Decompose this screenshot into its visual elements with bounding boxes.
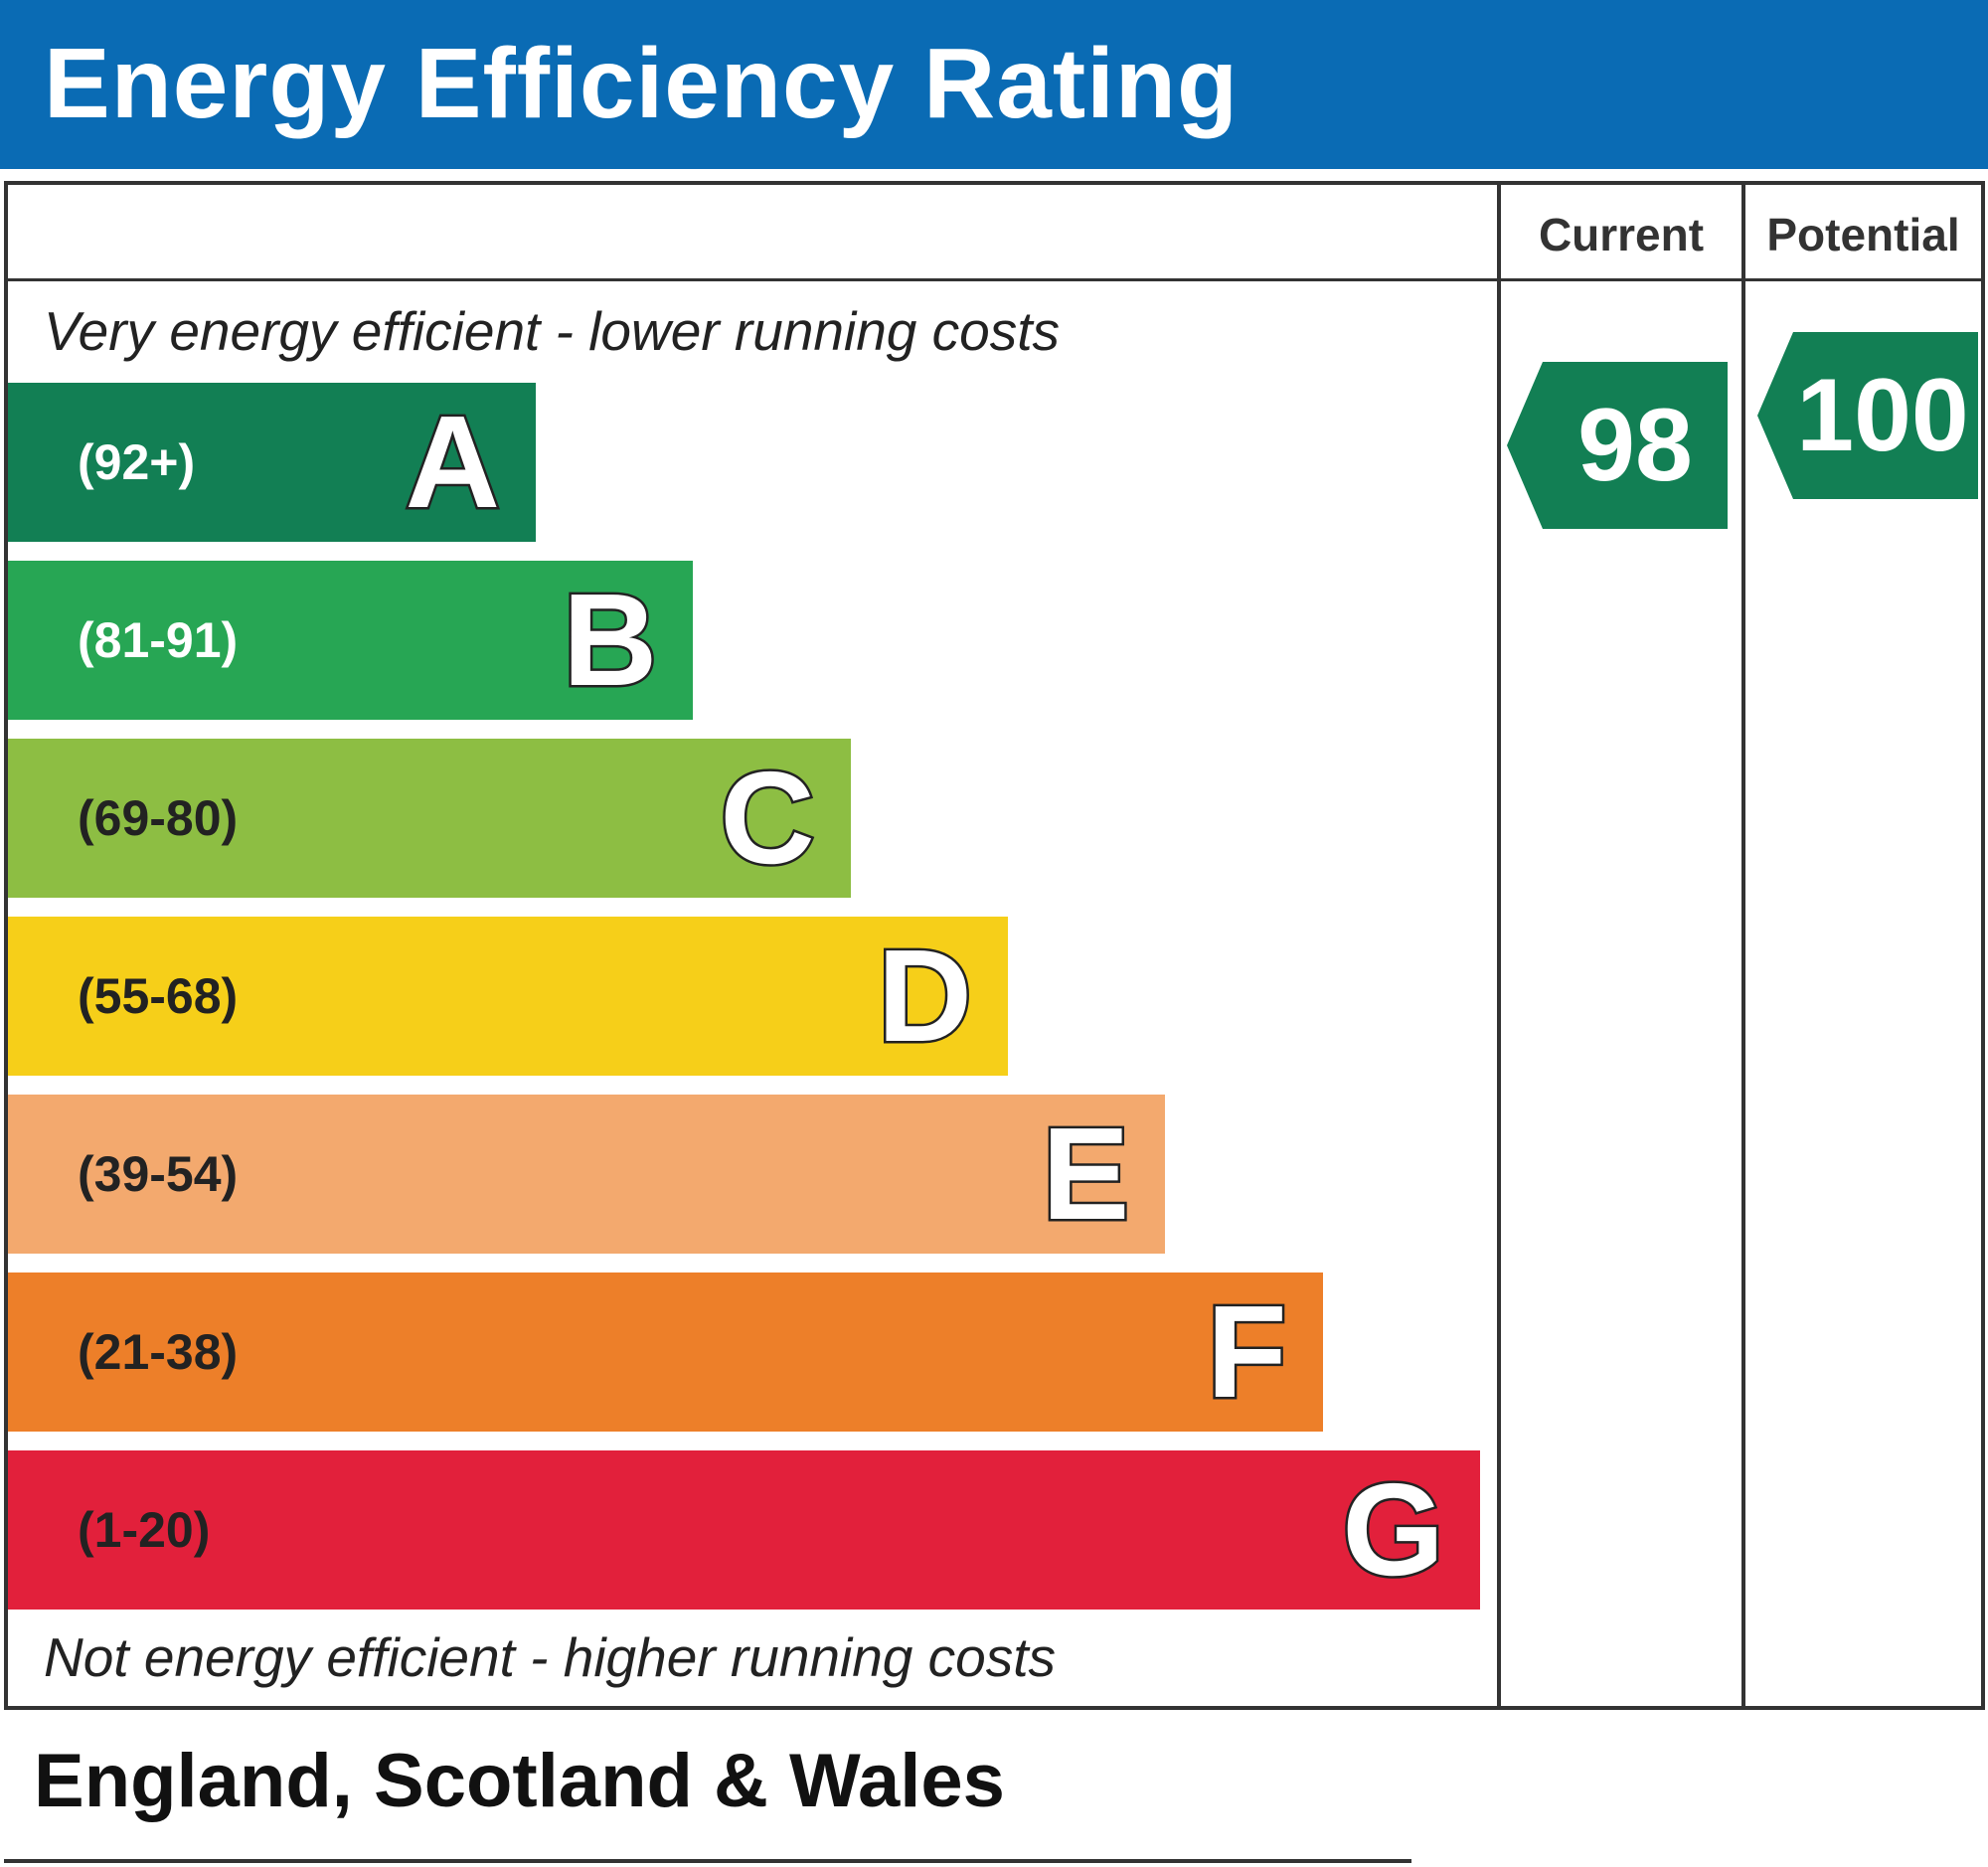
bottom-note: Not energy efficient - higher running co… [44,1626,1057,1688]
header-divider [4,278,1985,281]
band-b: (81-91) B [8,561,694,720]
page-title: Energy Efficiency Rating [44,28,1240,139]
header-bar: Energy Efficiency Rating [0,0,1988,169]
band-letter: B [560,565,659,716]
band-c: (69-80) C [8,739,851,898]
band-g: (1-20) G [8,1450,1480,1610]
band-range-label: (39-54) [78,1146,239,1202]
region-bottom-border [4,1859,1411,1863]
potential-column-header: Potential [1766,209,1960,260]
current-arrow-shape [1507,362,1728,529]
potential-rating-value: 100 [1796,358,1969,473]
band-range-label: (81-91) [78,612,239,668]
frame-top-border [4,181,1985,185]
band-letter: C [718,743,817,894]
band-range-label: (21-38) [78,1324,239,1380]
band-range-label: (1-20) [78,1502,211,1558]
potential-arrow-shape [1757,332,1978,499]
band-f: (21-38) F [8,1273,1323,1432]
band-letter: F [1205,1276,1290,1428]
band-letter: D [875,921,974,1072]
band-d: (55-68) D [8,917,1008,1076]
current-column-divider [1497,181,1501,1707]
band-e: (39-54) E [8,1095,1166,1254]
frame-left-border [4,181,8,1707]
band-a: (92+) A [8,383,536,542]
current-rating-value: 98 [1577,388,1693,503]
band-letter: A [403,387,502,538]
current-rating-arrow: 98 [1507,362,1728,529]
band-range-label: (92+) [78,434,196,490]
band-letter: G [1340,1454,1447,1606]
potential-rating-arrow: 100 [1757,332,1978,499]
bottom-divider [4,1706,1985,1710]
top-note: Very energy efficient - lower running co… [44,300,1061,362]
band-letter: E [1040,1099,1132,1250]
potential-column-divider [1741,181,1745,1707]
region-label: England, Scotland & Wales [34,1739,1005,1823]
frame-right-border [1981,181,1985,1707]
band-range-label: (69-80) [78,790,239,846]
current-column-header: Current [1538,209,1705,260]
band-range-label: (55-68) [78,968,239,1024]
